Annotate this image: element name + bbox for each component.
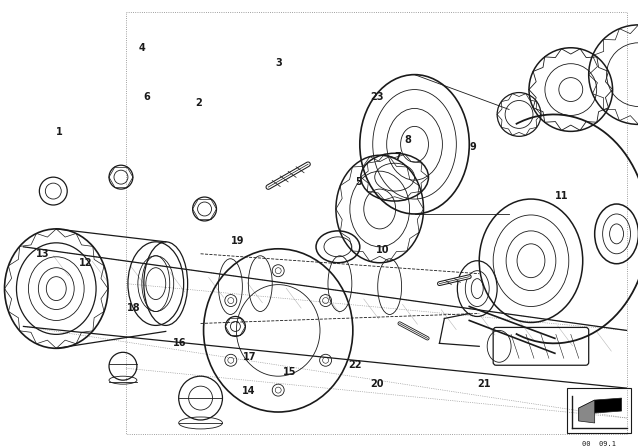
Polygon shape — [579, 400, 595, 423]
Text: 22: 22 — [348, 360, 362, 370]
Text: 8: 8 — [404, 135, 412, 146]
Text: 20: 20 — [371, 379, 384, 389]
Text: 15: 15 — [283, 367, 296, 377]
Polygon shape — [579, 398, 621, 421]
Bar — [567, 388, 632, 433]
Text: 4: 4 — [138, 43, 145, 53]
Text: 3: 3 — [275, 58, 282, 68]
Text: 7: 7 — [394, 152, 401, 162]
Text: 19: 19 — [230, 236, 244, 246]
Text: 6: 6 — [143, 92, 150, 102]
Text: 23: 23 — [371, 92, 384, 102]
Text: 13: 13 — [36, 249, 49, 259]
Text: 00  09.1: 00 09.1 — [582, 441, 616, 447]
Text: 1: 1 — [56, 126, 62, 137]
Text: 16: 16 — [173, 338, 187, 348]
Text: 9: 9 — [470, 142, 476, 152]
Text: 17: 17 — [243, 352, 257, 362]
Text: 2: 2 — [196, 98, 202, 108]
Text: 14: 14 — [242, 387, 255, 396]
Text: 11: 11 — [556, 191, 569, 201]
Text: 10: 10 — [376, 245, 389, 254]
Text: 12: 12 — [79, 258, 92, 268]
Text: 18: 18 — [127, 303, 141, 313]
Text: 21: 21 — [477, 379, 491, 389]
Text: 5: 5 — [355, 177, 362, 187]
